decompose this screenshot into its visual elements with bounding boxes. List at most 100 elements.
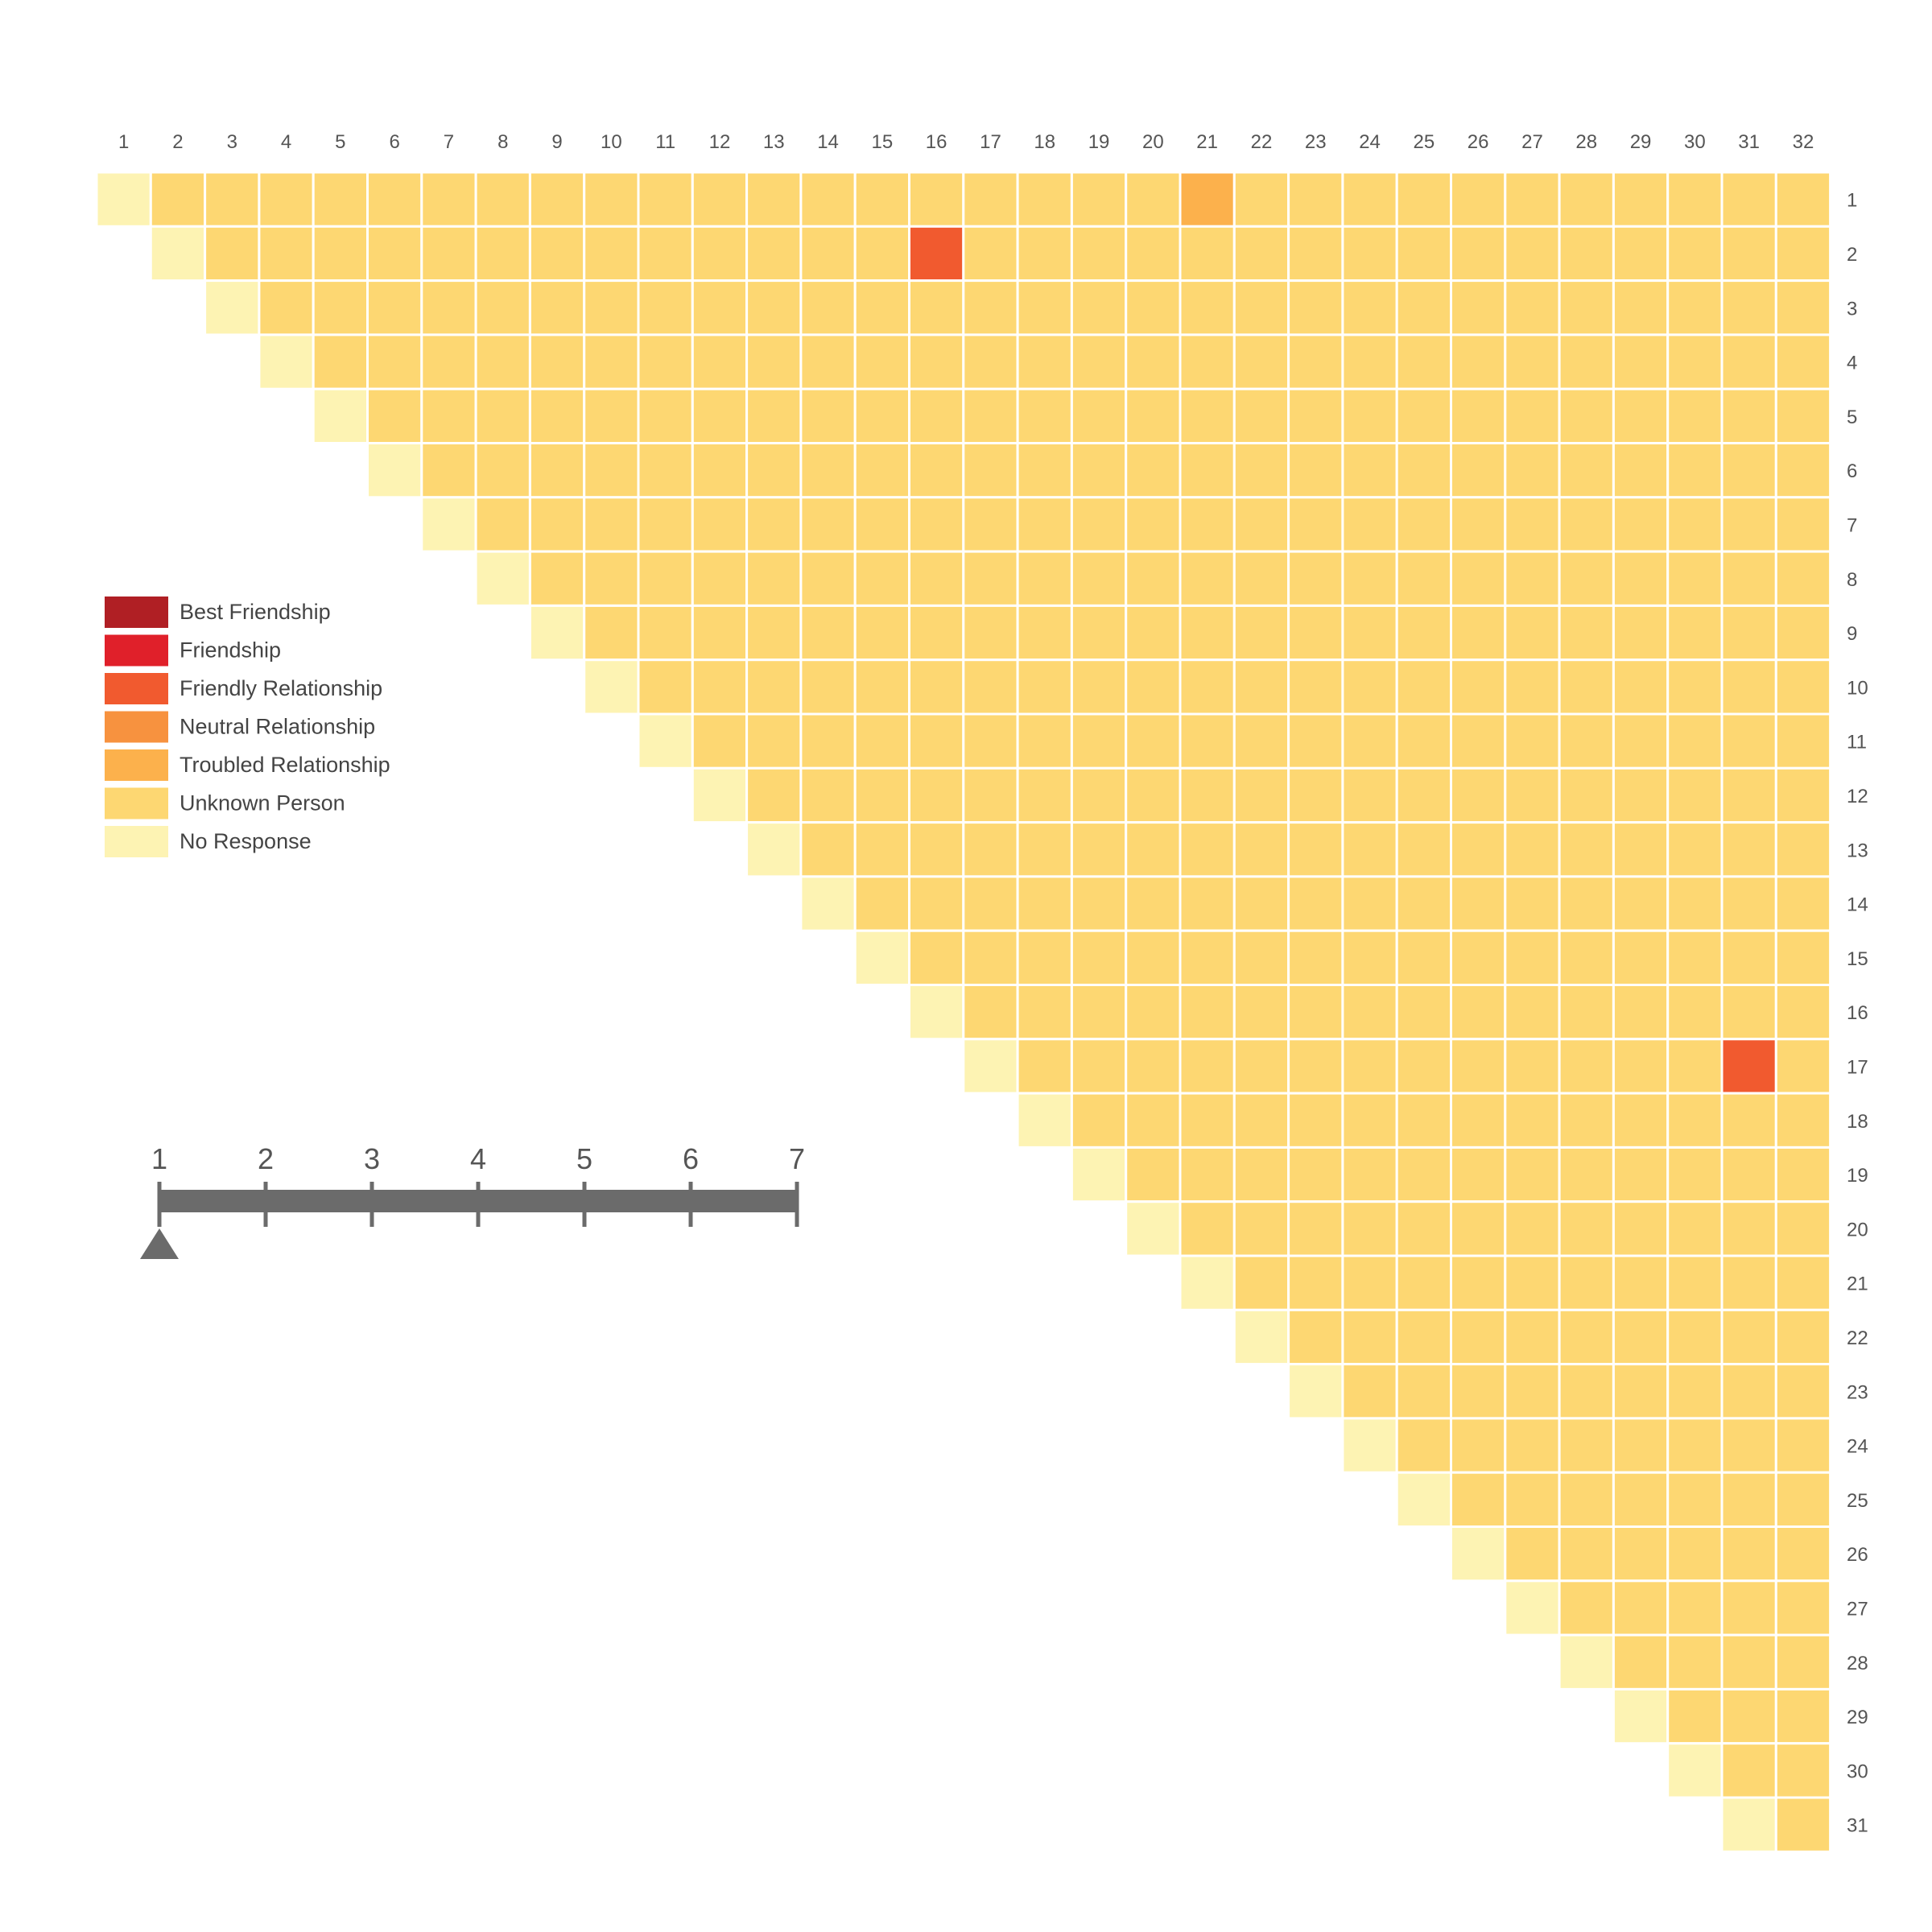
heatmap-cell[interactable] — [745, 821, 803, 878]
heatmap-cell[interactable] — [1232, 496, 1290, 553]
heatmap-cell[interactable] — [1287, 550, 1344, 607]
heatmap-cell[interactable] — [1287, 1092, 1344, 1149]
heatmap-cell[interactable] — [1395, 1417, 1452, 1474]
heatmap-cell[interactable] — [1450, 984, 1507, 1041]
heatmap-cell[interactable] — [1720, 875, 1777, 932]
heatmap-cell[interactable] — [1070, 658, 1128, 716]
heatmap-cell[interactable] — [1450, 550, 1507, 607]
heatmap-cell[interactable] — [1070, 550, 1128, 607]
heatmap-cell[interactable] — [1125, 875, 1182, 932]
heatmap-cell[interactable] — [1558, 279, 1615, 336]
heatmap-cell[interactable] — [1125, 171, 1182, 228]
heatmap-cell[interactable] — [1666, 1200, 1724, 1257]
heatmap-cell[interactable] — [1070, 1038, 1128, 1095]
heatmap-cell[interactable] — [528, 604, 586, 662]
heatmap-cell[interactable] — [1125, 984, 1182, 1041]
heatmap-cell[interactable] — [1720, 496, 1777, 553]
heatmap-cell[interactable] — [1125, 1038, 1182, 1095]
heatmap-cell[interactable] — [1016, 929, 1073, 986]
heatmap-cell[interactable] — [1504, 1254, 1561, 1311]
heatmap-cell[interactable] — [1395, 604, 1452, 662]
heatmap-cell[interactable] — [1612, 1417, 1670, 1474]
heatmap-cell[interactable] — [1287, 225, 1344, 283]
heatmap-cell[interactable] — [853, 496, 910, 553]
heatmap-cell[interactable] — [583, 550, 640, 607]
heatmap-cell[interactable] — [1287, 279, 1344, 336]
heatmap-cell[interactable] — [853, 333, 910, 390]
heatmap-cell[interactable] — [474, 387, 531, 445]
heatmap-cell[interactable] — [1450, 1417, 1507, 1474]
heatmap-cell[interactable] — [1395, 225, 1452, 283]
heatmap-cell[interactable] — [962, 225, 1019, 283]
heatmap-cell[interactable] — [1287, 984, 1344, 1041]
heatmap-cell[interactable] — [1558, 1525, 1615, 1583]
heatmap-cell[interactable] — [1504, 1038, 1561, 1095]
heatmap-cell[interactable] — [1016, 1092, 1073, 1149]
heatmap-cell[interactable] — [799, 821, 857, 878]
heatmap-cell[interactable] — [1504, 712, 1561, 770]
heatmap-cell[interactable] — [1612, 1200, 1670, 1257]
heatmap-cell[interactable] — [420, 387, 477, 445]
heatmap-cell[interactable] — [1612, 1687, 1670, 1745]
heatmap-cell[interactable] — [1720, 225, 1777, 283]
heatmap-cell[interactable] — [853, 225, 910, 283]
heatmap-cell[interactable] — [908, 550, 965, 607]
heatmap-cell[interactable] — [1612, 1471, 1670, 1528]
heatmap-cell[interactable] — [1504, 766, 1561, 824]
heatmap-cell[interactable] — [583, 604, 640, 662]
heatmap-cell[interactable] — [962, 984, 1019, 1041]
heatmap-cell[interactable] — [1287, 1200, 1344, 1257]
heatmap-cell[interactable] — [312, 279, 369, 336]
heatmap-cell[interactable] — [853, 442, 910, 499]
heatmap-cell[interactable] — [528, 333, 586, 390]
heatmap-cell[interactable] — [1232, 279, 1290, 336]
heatmap-cell[interactable] — [908, 333, 965, 390]
heatmap-cell[interactable] — [1341, 1038, 1398, 1095]
heatmap-cell[interactable] — [1232, 929, 1290, 986]
heatmap-cell[interactable] — [1395, 984, 1452, 1041]
heatmap-cell[interactable] — [1774, 1796, 1832, 1853]
heatmap-cell[interactable] — [1504, 1200, 1561, 1257]
heatmap-cell[interactable] — [1395, 171, 1452, 228]
heatmap-cell[interactable] — [1558, 766, 1615, 824]
heatmap-cell[interactable] — [1287, 1038, 1344, 1095]
heatmap-cell[interactable] — [1395, 1200, 1452, 1257]
heatmap-cell[interactable] — [1070, 604, 1128, 662]
heatmap-cell[interactable] — [474, 442, 531, 499]
heatmap-cell[interactable] — [1558, 712, 1615, 770]
heatmap-cell[interactable] — [908, 766, 965, 824]
heatmap-cell[interactable] — [1666, 1146, 1724, 1203]
heatmap-cell[interactable] — [1774, 712, 1832, 770]
heatmap-cell[interactable] — [1232, 550, 1290, 607]
heatmap-cell[interactable] — [1666, 1742, 1724, 1799]
heatmap-cell[interactable] — [1558, 1200, 1615, 1257]
heatmap-cell[interactable] — [1341, 387, 1398, 445]
heatmap-cell[interactable] — [1666, 225, 1724, 283]
heatmap-cell[interactable] — [1341, 1254, 1398, 1311]
heatmap-cell[interactable] — [691, 225, 749, 283]
heatmap-cell[interactable] — [1287, 1146, 1344, 1203]
heatmap-cell[interactable] — [1558, 1633, 1615, 1690]
heatmap-cell[interactable] — [908, 496, 965, 553]
heatmap-cell[interactable] — [1232, 821, 1290, 878]
heatmap-cell[interactable] — [1395, 929, 1452, 986]
slider-handle-icon[interactable] — [140, 1228, 179, 1259]
heatmap-cell[interactable] — [1774, 333, 1832, 390]
heatmap-cell[interactable] — [1232, 1200, 1290, 1257]
heatmap-cell[interactable] — [1666, 766, 1724, 824]
heatmap-cell[interactable] — [1179, 1254, 1236, 1311]
heatmap-cell[interactable] — [1232, 442, 1290, 499]
heatmap-cell[interactable] — [1016, 658, 1073, 716]
heatmap-cell[interactable] — [1666, 712, 1724, 770]
heatmap-cell[interactable] — [745, 279, 803, 336]
heatmap-cell[interactable] — [1450, 1254, 1507, 1311]
heatmap-cell[interactable] — [1125, 333, 1182, 390]
heatmap-cell[interactable] — [1179, 1038, 1236, 1095]
heatmap-cell[interactable] — [1179, 658, 1236, 716]
heatmap-cell[interactable] — [637, 442, 694, 499]
heatmap-cell[interactable] — [1287, 875, 1344, 932]
heatmap-cell[interactable] — [1666, 1687, 1724, 1745]
heatmap-cell[interactable] — [1612, 225, 1670, 283]
heatmap-cell[interactable] — [1016, 875, 1073, 932]
heatmap-cell[interactable] — [1774, 604, 1832, 662]
